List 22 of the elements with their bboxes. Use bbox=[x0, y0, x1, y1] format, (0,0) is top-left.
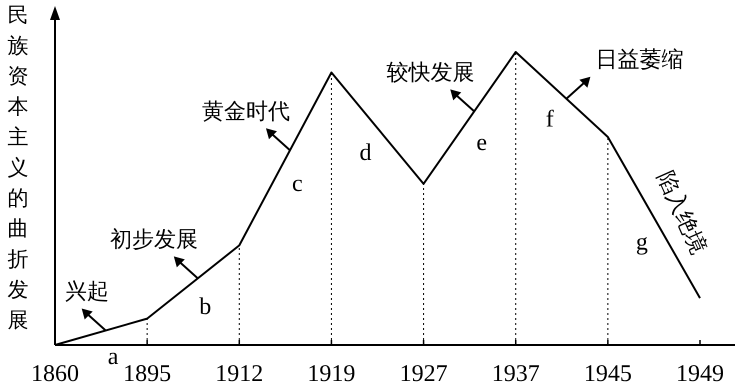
x-tick-label: 1860 bbox=[31, 361, 79, 387]
x-tick-label: 1912 bbox=[215, 361, 264, 387]
annotation: d bbox=[360, 140, 372, 166]
x-tick-label: 1949 bbox=[676, 361, 724, 387]
annotation: e bbox=[476, 130, 487, 156]
annotation: 日益萎缩 bbox=[595, 48, 684, 73]
x-tick-label: 1945 bbox=[584, 361, 632, 387]
x-tick-label: 1895 bbox=[123, 361, 172, 387]
annotation: 陷入绝境 bbox=[652, 168, 711, 258]
annotation: f bbox=[546, 106, 554, 132]
annotation: 初步发展 bbox=[110, 227, 198, 252]
annotation: 较快发展 bbox=[386, 60, 474, 86]
annotation: 兴起 bbox=[65, 279, 109, 304]
x-tick-label: 1937 bbox=[492, 361, 540, 387]
annotation: c bbox=[292, 170, 303, 197]
x-tick-label: 1919 bbox=[307, 361, 356, 387]
x-tick-label: 1927 bbox=[400, 361, 448, 387]
annotation: a bbox=[108, 344, 119, 370]
annotation: 黄金时代 bbox=[202, 99, 290, 124]
annotation: g bbox=[636, 230, 648, 256]
y-axis-title: 民族资本主义的曲折发展 bbox=[8, 3, 28, 332]
annotation: b bbox=[199, 294, 212, 320]
